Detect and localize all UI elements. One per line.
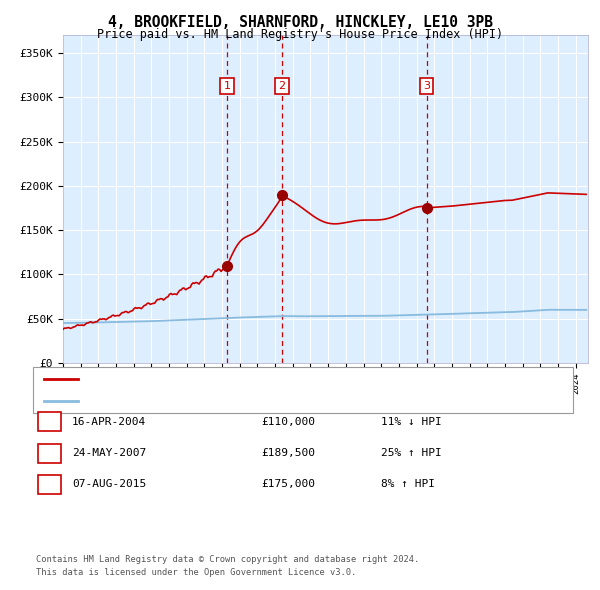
Text: Contains HM Land Registry data © Crown copyright and database right 2024.: Contains HM Land Registry data © Crown c… <box>36 555 419 563</box>
Text: HPI: Average price, semi-detached house, Blaby: HPI: Average price, semi-detached house,… <box>84 395 360 405</box>
Text: 2: 2 <box>278 81 286 91</box>
Text: 2: 2 <box>46 448 53 458</box>
Text: 16-APR-2004: 16-APR-2004 <box>72 417 146 427</box>
Text: 24-MAY-2007: 24-MAY-2007 <box>72 448 146 458</box>
Text: 4, BROOKFIELD, SHARNFORD, HINCKLEY, LE10 3PB (semi-detached house): 4, BROOKFIELD, SHARNFORD, HINCKLEY, LE10… <box>84 375 480 385</box>
Text: 3: 3 <box>46 480 53 489</box>
Text: 3: 3 <box>423 81 430 91</box>
Text: Price paid vs. HM Land Registry's House Price Index (HPI): Price paid vs. HM Land Registry's House … <box>97 28 503 41</box>
Text: This data is licensed under the Open Government Licence v3.0.: This data is licensed under the Open Gov… <box>36 568 356 576</box>
Text: 25% ↑ HPI: 25% ↑ HPI <box>381 448 442 458</box>
Text: £175,000: £175,000 <box>261 480 315 489</box>
Text: 11% ↓ HPI: 11% ↓ HPI <box>381 417 442 427</box>
Text: 4, BROOKFIELD, SHARNFORD, HINCKLEY, LE10 3PB: 4, BROOKFIELD, SHARNFORD, HINCKLEY, LE10… <box>107 15 493 30</box>
Text: £110,000: £110,000 <box>261 417 315 427</box>
Text: £189,500: £189,500 <box>261 448 315 458</box>
Text: 1: 1 <box>224 81 230 91</box>
Text: 8% ↑ HPI: 8% ↑ HPI <box>381 480 435 489</box>
Text: 07-AUG-2015: 07-AUG-2015 <box>72 480 146 489</box>
Text: 1: 1 <box>46 417 53 427</box>
